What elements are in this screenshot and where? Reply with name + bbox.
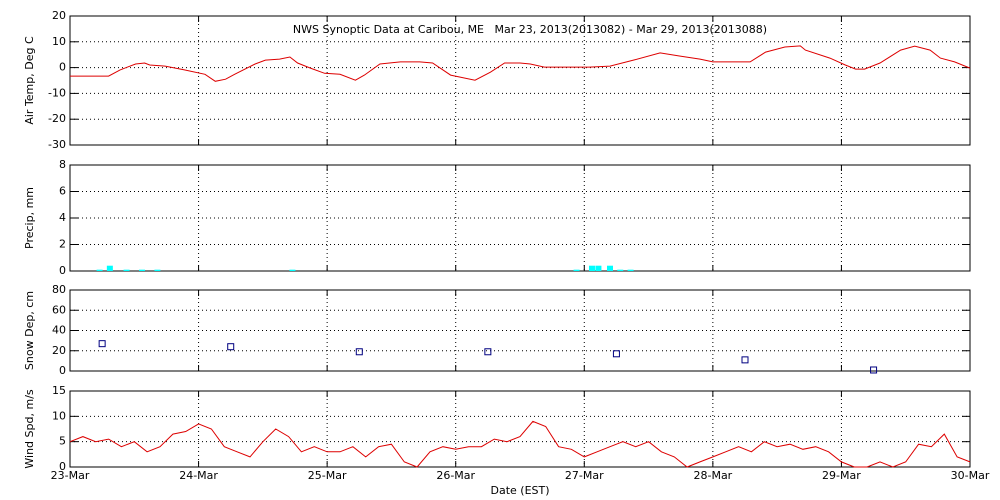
y-tick-label: 0 — [59, 264, 66, 277]
y-tick-label: 15 — [52, 384, 66, 397]
data-line — [70, 45, 971, 82]
bar — [96, 269, 103, 271]
bar — [106, 265, 113, 271]
y-axis-label: Air Temp, Deg C — [23, 36, 36, 125]
bar — [607, 265, 613, 271]
bar — [123, 269, 130, 271]
x-tick-label: 27-Mar — [565, 469, 604, 482]
x-axis-label: Date (EST) — [490, 484, 549, 497]
bar — [589, 265, 595, 271]
y-tick-label: 2 — [59, 238, 66, 251]
point — [227, 343, 235, 351]
y-tick-label: -30 — [48, 138, 66, 151]
data-line — [69, 420, 971, 468]
bar — [617, 269, 624, 271]
y-tick-label: 6 — [59, 185, 66, 198]
plot-frame — [69, 164, 971, 272]
y-tick-label: 0 — [59, 364, 66, 377]
y-axis-label: Wind Spd, m/s — [23, 389, 36, 469]
y-tick-label: 60 — [52, 303, 66, 316]
plot-frame — [69, 289, 971, 372]
y-tick-label: 5 — [59, 435, 66, 448]
point — [355, 348, 363, 356]
y-tick-label: 20 — [52, 344, 66, 357]
x-tick-label: 25-Mar — [308, 469, 347, 482]
point — [741, 356, 749, 364]
y-tick-label: 20 — [52, 9, 66, 22]
x-tick-label: 30-Mar — [951, 469, 990, 482]
plot-frame — [69, 15, 971, 146]
point — [870, 366, 878, 374]
chart-title: NWS Synoptic Data at Caribou, ME Mar 23,… — [293, 23, 767, 36]
x-tick-label: 24-Mar — [179, 469, 218, 482]
y-axis-label: Snow Dep, cm — [23, 291, 36, 370]
x-tick-label: 29-Mar — [822, 469, 861, 482]
point — [484, 348, 492, 356]
x-tick-label: 28-Mar — [693, 469, 732, 482]
y-tick-label: 8 — [59, 158, 66, 171]
bar — [154, 269, 161, 271]
bar — [627, 269, 634, 271]
bar — [289, 269, 296, 271]
y-tick-label: 10 — [52, 35, 66, 48]
x-tick-label: 23-Mar — [51, 469, 90, 482]
bar — [595, 265, 602, 271]
x-tick-label: 26-Mar — [436, 469, 475, 482]
point — [98, 340, 106, 348]
y-tick-label: -10 — [48, 86, 66, 99]
point — [612, 350, 620, 358]
y-tick-label: -20 — [48, 112, 66, 125]
y-tick-label: 80 — [52, 283, 66, 296]
y-tick-label: 4 — [59, 211, 66, 224]
y-axis-label: Precip, mm — [23, 187, 36, 249]
y-tick-label: 0 — [59, 460, 66, 473]
bar — [573, 269, 580, 271]
y-tick-label: 0 — [59, 61, 66, 74]
y-tick-label: 10 — [52, 409, 66, 422]
y-tick-label: 40 — [52, 324, 66, 337]
bar — [139, 269, 145, 271]
plot-frame — [69, 390, 971, 468]
